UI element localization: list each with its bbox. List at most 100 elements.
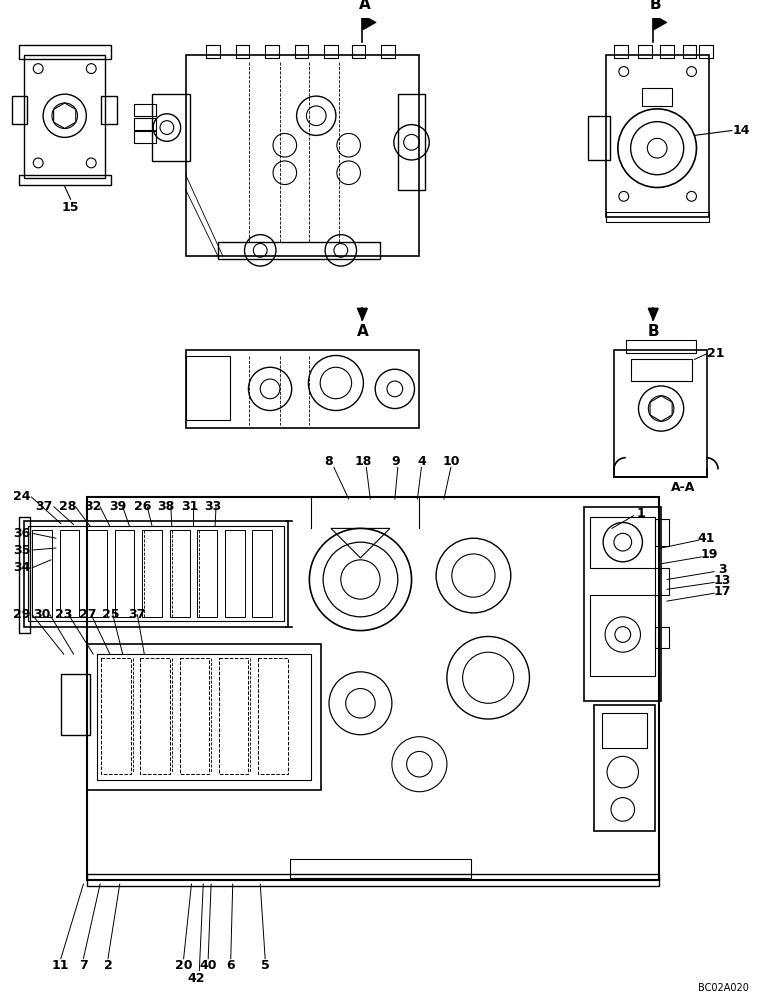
Text: 9: 9 xyxy=(391,455,400,468)
Bar xyxy=(219,658,249,774)
Bar xyxy=(19,45,111,59)
Bar xyxy=(682,45,696,58)
Text: 6: 6 xyxy=(226,959,235,972)
Text: 18: 18 xyxy=(354,455,372,468)
Bar xyxy=(655,568,669,595)
Text: 8: 8 xyxy=(325,455,334,468)
Bar xyxy=(265,45,279,58)
Bar xyxy=(87,644,321,790)
Text: 29: 29 xyxy=(13,608,30,621)
Bar xyxy=(61,674,90,735)
Bar xyxy=(655,519,669,546)
Bar xyxy=(638,45,652,58)
Bar xyxy=(295,45,308,58)
Bar xyxy=(290,859,472,878)
Text: 41: 41 xyxy=(698,532,715,545)
Text: 11: 11 xyxy=(52,959,69,972)
Bar xyxy=(225,530,245,617)
Text: 17: 17 xyxy=(713,585,731,598)
Text: 2: 2 xyxy=(103,959,113,972)
Bar xyxy=(25,55,105,178)
Bar xyxy=(218,242,380,259)
Text: A: A xyxy=(358,0,371,12)
Bar xyxy=(115,530,134,617)
Bar xyxy=(614,45,628,58)
Bar xyxy=(12,96,27,124)
Bar xyxy=(606,55,709,217)
Text: 35: 35 xyxy=(13,544,30,557)
Bar xyxy=(185,350,419,428)
Text: 4: 4 xyxy=(417,455,425,468)
Bar xyxy=(591,595,655,676)
Polygon shape xyxy=(653,15,667,30)
Text: 25: 25 xyxy=(102,608,120,621)
Bar xyxy=(134,131,156,143)
Bar xyxy=(252,530,272,617)
Bar xyxy=(655,627,669,648)
Text: B: B xyxy=(648,324,659,339)
Bar xyxy=(351,45,365,58)
Bar xyxy=(398,94,425,190)
Bar xyxy=(584,507,661,701)
Bar xyxy=(170,530,189,617)
Text: 3: 3 xyxy=(718,563,726,576)
Bar xyxy=(626,340,696,353)
Bar xyxy=(606,212,709,222)
Bar xyxy=(642,88,672,106)
Text: 33: 33 xyxy=(205,500,222,513)
Bar xyxy=(699,45,713,58)
Text: 15: 15 xyxy=(62,201,80,214)
Bar xyxy=(142,530,162,617)
Text: 42: 42 xyxy=(188,972,205,985)
Bar xyxy=(614,350,707,477)
Bar xyxy=(206,45,220,58)
Text: 27: 27 xyxy=(79,608,96,621)
Bar xyxy=(631,359,692,381)
Bar xyxy=(185,356,230,420)
Text: 23: 23 xyxy=(55,608,73,621)
Bar xyxy=(381,45,394,58)
Text: 34: 34 xyxy=(13,561,30,574)
Bar xyxy=(19,517,30,633)
Bar xyxy=(29,526,284,621)
Text: A-A: A-A xyxy=(671,481,695,494)
Bar xyxy=(152,94,189,161)
Bar xyxy=(101,658,130,774)
Polygon shape xyxy=(362,15,376,30)
Bar xyxy=(134,118,156,130)
Bar xyxy=(87,497,659,880)
Bar xyxy=(32,530,52,617)
Text: 37: 37 xyxy=(127,608,145,621)
Text: BC02A020: BC02A020 xyxy=(698,983,749,993)
Text: B: B xyxy=(649,0,661,12)
Text: 14: 14 xyxy=(733,124,750,137)
Text: 30: 30 xyxy=(33,608,51,621)
Text: 28: 28 xyxy=(59,500,76,513)
Text: 7: 7 xyxy=(79,959,88,972)
Bar xyxy=(602,713,648,748)
Text: 26: 26 xyxy=(134,500,151,513)
Bar xyxy=(101,96,117,124)
Bar xyxy=(19,175,111,185)
Text: 37: 37 xyxy=(36,500,52,513)
Bar xyxy=(185,55,419,256)
Text: 19: 19 xyxy=(700,548,718,561)
Bar xyxy=(660,45,674,58)
Text: A: A xyxy=(357,324,368,339)
Text: 32: 32 xyxy=(84,500,102,513)
Text: 13: 13 xyxy=(713,574,731,587)
Text: 38: 38 xyxy=(157,500,174,513)
Bar xyxy=(259,658,288,774)
Text: 31: 31 xyxy=(181,500,198,513)
Bar xyxy=(235,45,249,58)
Text: 10: 10 xyxy=(442,455,459,468)
Bar xyxy=(588,116,610,160)
Bar xyxy=(59,530,80,617)
Polygon shape xyxy=(648,308,659,320)
Text: 24: 24 xyxy=(13,490,30,503)
Text: 40: 40 xyxy=(199,959,217,972)
Polygon shape xyxy=(357,308,367,320)
Bar xyxy=(591,517,655,568)
Bar xyxy=(87,874,659,886)
Text: 5: 5 xyxy=(261,959,269,972)
